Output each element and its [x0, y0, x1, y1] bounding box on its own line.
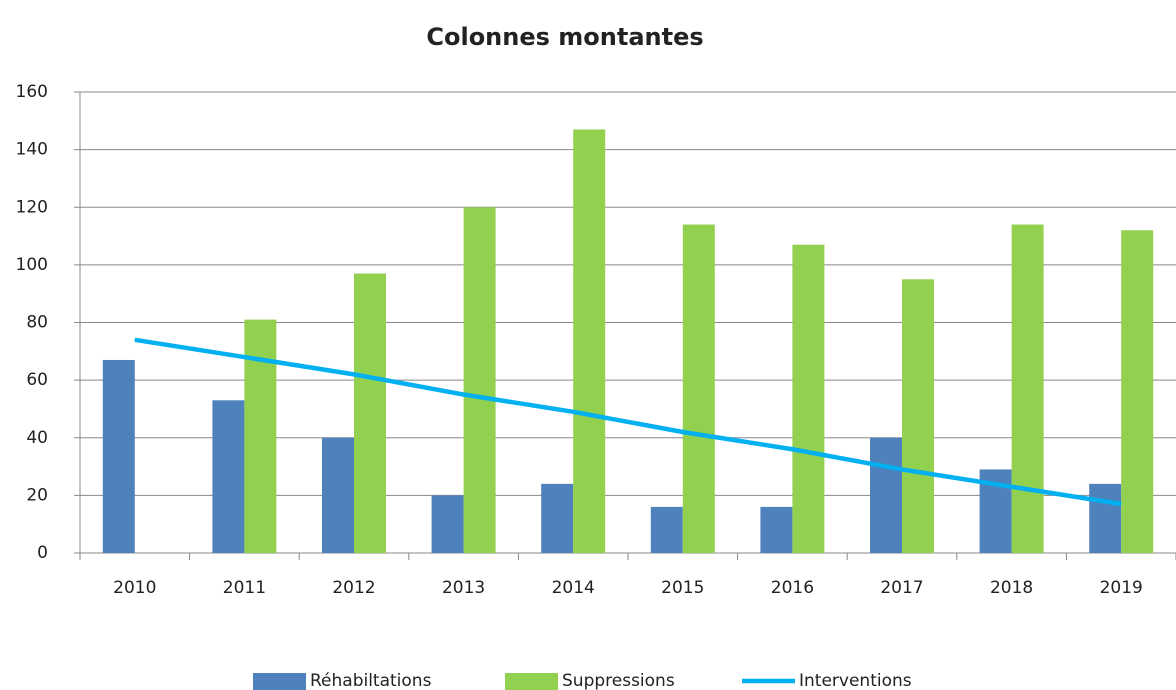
legend-label: Suppressions	[562, 671, 675, 690]
bar	[354, 273, 386, 553]
y-tick-label: 160	[16, 82, 48, 102]
x-tick-label: 2010	[113, 578, 156, 598]
chart-title: Colonnes montantes	[426, 23, 703, 51]
bar	[1089, 483, 1122, 553]
bar	[870, 437, 902, 553]
bar	[463, 207, 496, 553]
bar	[431, 495, 464, 553]
bar	[244, 319, 277, 553]
legend-swatch	[505, 673, 558, 690]
bar	[212, 400, 245, 553]
y-tick-label: 80	[26, 313, 48, 333]
line	[134, 337, 1122, 507]
x-tick-label: 2017	[880, 578, 923, 598]
x-tick-label: 2016	[771, 578, 814, 598]
bar	[102, 359, 135, 553]
x-tick-label: 2013	[442, 578, 485, 598]
bar	[760, 506, 793, 553]
bar	[682, 224, 715, 553]
x-tick-label: 2014	[552, 578, 595, 598]
x-tick-label: 2012	[332, 578, 375, 598]
bar	[650, 506, 683, 553]
bar	[902, 279, 934, 553]
bar	[541, 483, 574, 553]
y-tick-label: 100	[16, 255, 48, 275]
legend-label: Interventions	[799, 671, 912, 690]
y-tick-label: 40	[26, 428, 48, 448]
bar	[573, 129, 606, 554]
bar	[1121, 230, 1154, 554]
y-tick-label: 120	[16, 197, 48, 217]
bar	[322, 437, 354, 553]
bar	[792, 244, 825, 554]
y-tick-label: 140	[16, 140, 48, 160]
legend-swatch	[253, 673, 306, 690]
y-tick-label: 20	[26, 485, 48, 505]
legend-label: Réhabiltations	[310, 671, 432, 690]
x-tick-label: 2015	[661, 578, 704, 598]
y-tick-label: 60	[26, 370, 48, 390]
x-tick-label: 2011	[223, 578, 266, 598]
x-tick-label: 2018	[990, 578, 1033, 598]
bar	[1011, 224, 1044, 553]
x-tick-label: 2019	[1100, 578, 1143, 598]
y-tick-label: 0	[37, 543, 48, 563]
